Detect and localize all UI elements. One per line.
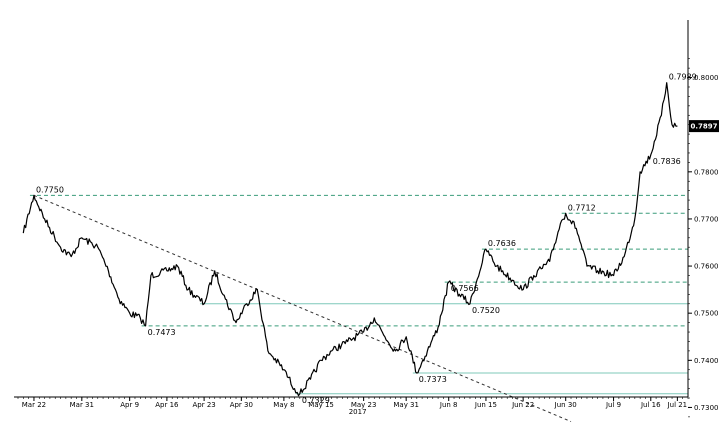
x-tick-label: Jun 15 (474, 401, 497, 409)
y-tick-label: 0.7500 (694, 310, 719, 318)
y-tick-label: 0.7300 (694, 404, 719, 412)
annotation-layer: 0.7750 0.7473 0.7329 0.7373 0.7566 0.7520 0.76… (36, 73, 697, 405)
x-tick-label: May 8 (273, 401, 294, 409)
annotation-label: 0.7566 (451, 284, 479, 293)
levels-layer (29, 194, 688, 395)
x-tick-label: May 15 (308, 401, 334, 409)
last-value-badge (689, 120, 719, 133)
y-tick-label: 0.8000 (694, 74, 719, 82)
x-tick-label: Apr 16 (155, 401, 179, 409)
x-tick-label: Apr 23 (192, 401, 215, 409)
annotation-label: 0.7520 (472, 306, 500, 315)
annotation-label: 0.7373 (419, 375, 447, 384)
annotation-label: 0.7989 (669, 73, 697, 82)
annotation-label: 0.7712 (568, 203, 596, 212)
price-line (22, 82, 678, 397)
y-tick-label: 0.7600 (694, 263, 719, 271)
trend-line (33, 194, 572, 423)
x-tick-label: Mar 22 (22, 401, 46, 409)
x-year-label: 2017 (349, 408, 367, 416)
y-tick-label: 0.7400 (694, 357, 719, 365)
annotation-label: 0.7636 (488, 239, 516, 248)
y-tick-label: 0.7800 (694, 168, 719, 176)
x-tick-label: Mar 31 (70, 401, 94, 409)
x-tick-label: Jul 16 (640, 401, 661, 409)
x-tick-label: Jun 30 (554, 401, 577, 409)
annotation-label: 0.7329 (302, 396, 330, 405)
x-tick-label: Apr 9 (120, 401, 139, 409)
x-tick-label: Jul 9 (605, 401, 621, 409)
x-tick-label: Jul 21 (667, 401, 688, 409)
annotation-label: 0.7836 (653, 157, 681, 166)
x-tick-label: Jun 8 (439, 401, 458, 409)
series-layer (22, 82, 678, 397)
axes-layer: Mar 22 Mar 31 Apr 9 Apr 16 Apr 23 Apr 30 May 8… (14, 20, 719, 418)
x-tick-label: Apr 30 (230, 401, 253, 409)
trend-layer (33, 194, 572, 423)
annotation-label: 0.7473 (148, 328, 176, 337)
last-value-label: 0.7897 (690, 123, 717, 131)
annotation-label: 0.7750 (36, 185, 64, 194)
x-tick-label: Jun 22 (511, 401, 534, 409)
x-tick-label: May 23 (351, 401, 377, 409)
x-tick-label: May 31 (393, 401, 419, 409)
y-tick-label: 0.7700 (694, 215, 719, 223)
